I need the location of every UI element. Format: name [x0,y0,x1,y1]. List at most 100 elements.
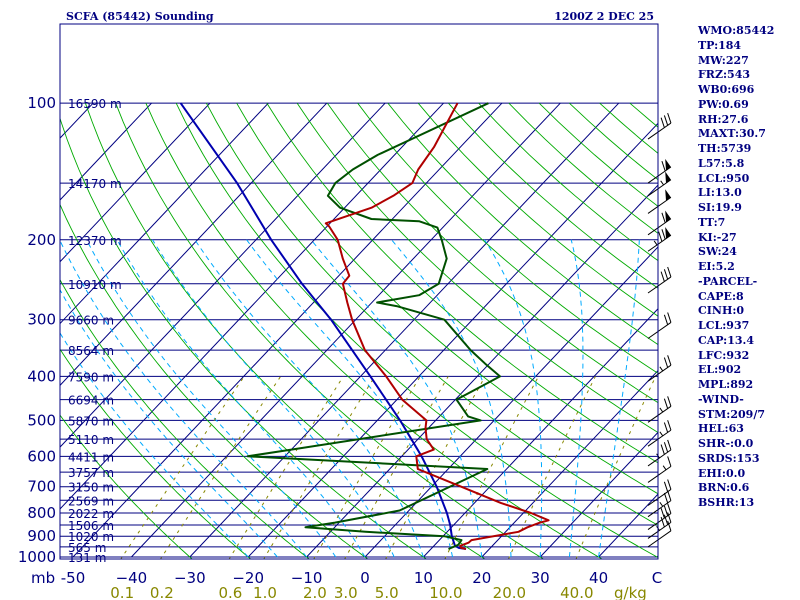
mixing-ratio-line [228,376,344,559]
mixing-ratio-tick-label: 2.0 [303,584,327,600]
wind-barb-staff [647,276,672,294]
valid-time-title: 1200Z 2 DEC 25 [554,10,654,23]
wind-barb [647,520,672,548]
wind-barb-pennant [665,158,671,171]
pressure-axis-unit: mb [31,569,55,587]
wind-barb-flag [663,492,669,504]
wind-barb-flag [667,112,672,124]
height-label: 5110 m [68,433,114,447]
wind-barb [647,210,672,236]
wind-barb-flag [663,481,669,492]
height-label: 3757 m [68,466,114,480]
mixing-ratio-axis-unit: g/kg [614,584,647,600]
mixing-ratio-line [159,376,282,559]
wind-barb-staff [647,196,672,214]
wind-barb-flag [667,439,672,451]
temperature-trace [324,102,550,550]
index-item: MAXT:30.7 [698,127,766,141]
height-label: 2022 m [68,507,114,521]
mixing-ratio-line [344,376,449,559]
index-item: TH:5739 [698,142,752,155]
wind-barb-flag [663,115,669,126]
moist-adiabat-line [568,239,584,558]
wind-barb-staff [647,166,672,184]
pressure-tick-label: 900 [27,527,56,545]
wind-barb-flag [667,266,672,278]
moist-adiabat-line [246,239,454,558]
wind-barb-flag [667,479,672,490]
wind-barb-flag [667,396,672,407]
wind-barb [647,503,672,530]
wind-barb [647,171,672,197]
wind-barb-half-flag [659,501,664,507]
mixing-ratio-line [120,376,245,559]
index-item: KI:-27 [698,230,737,244]
index-item: SW:24 [698,245,737,259]
index-item: STM:209/7 [698,407,765,421]
height-label: 14170 m [68,177,122,191]
wind-barb [647,312,672,339]
moist-adiabat-line [116,239,366,558]
height-label: 2569 m [68,494,114,508]
height-label: 565 m [68,541,106,555]
wind-barb-flag [667,503,672,514]
wind-barb-staff [647,405,672,423]
moist-adiabat-line [484,239,543,557]
index-item: LI:13.0 [698,186,742,200]
pressure-tick-label: 1000 [18,548,56,566]
mixing-ratio-tick-label: 20.0 [493,584,526,600]
wind-barb-staff [647,513,672,530]
height-label: 7590 m [68,370,114,384]
wind-barb [647,158,672,184]
dry-adiabat-line [327,102,658,404]
dry-adiabat-line [84,103,486,559]
parcel-trace [179,102,467,550]
wind-barb [647,189,672,214]
height-label: 4411 m [68,450,114,464]
isotherm-line [423,308,658,558]
temperature-tick-label: 30 [531,569,550,587]
moist-adiabat-line [598,239,640,558]
temperature-tick-label: 10 [414,569,433,587]
dry-adiabat-line [175,103,658,559]
index-item: MW:227 [698,53,749,67]
dry-adiabat-line [60,414,193,559]
wind-barb [647,355,672,382]
pressure-tick-label: 700 [27,478,56,496]
index-item: BSHR:13 [698,496,755,509]
isotherm-line [481,369,658,558]
plot-frame [59,23,659,560]
sounding-traces [179,102,550,550]
dry-adiabat-line [60,116,428,559]
mixing-ratio-tick-label: 0.1 [110,584,134,600]
wind-barb-staff [647,218,672,236]
wind-barb-flag [667,312,672,323]
wind-barb-pennant [665,171,671,184]
height-label: 12370 m [68,234,122,248]
wind-barb-flag [663,357,669,368]
isotherm-line [72,102,503,558]
isotherm-line [60,102,386,448]
wind-barb-pennant [665,227,671,239]
wind-barb-flag [660,508,665,519]
index-item: L57:5.8 [698,156,745,170]
index-item: FRZ:543 [698,68,751,82]
wind-barb [647,490,672,518]
sounding-indices-panel: WMO:85442 TP:184 MW:227 FRZ:543 WB0:696 PW:0.… [698,24,798,511]
moist-adiabat-line [60,288,278,558]
index-item: HEL:63 [698,422,744,436]
index-item: EL:902 [698,363,742,377]
index-item: EHI:0.0 [698,466,746,480]
dry-adiabat-line [417,102,658,317]
moist-adiabat-line [310,239,483,558]
wind-barb-flag [667,490,672,501]
temperature-tick-label: -50 [61,569,86,587]
pressure-tick-label: 300 [27,311,56,329]
index-item: WB0:696 [698,83,755,96]
height-label: 9660 m [68,314,114,328]
wind-barb-staff [647,429,672,447]
index-item: CAP:13.4 [698,333,755,347]
temperature-tick-label: C [652,569,662,587]
